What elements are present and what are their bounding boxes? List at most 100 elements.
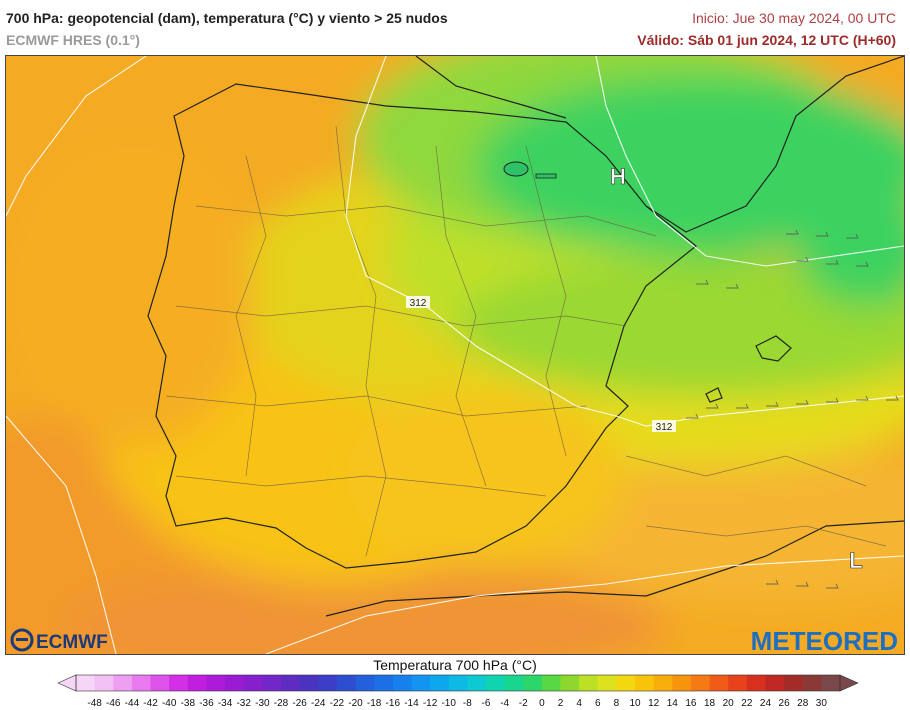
colorbar-tick-label: -24 xyxy=(311,698,326,709)
map-title: 700 hPa: geopotencial (dam), temperatura… xyxy=(6,10,448,26)
colorbar-cell xyxy=(504,675,524,691)
colorbar-tick-label: -16 xyxy=(386,698,401,709)
colorbar-tick-label: 14 xyxy=(667,698,679,709)
colorbar-tick-label: 8 xyxy=(614,698,620,709)
valid-time: Válido: Sáb 01 jun 2024, 12 UTC (H+60) xyxy=(637,32,896,48)
colorbar-tick-label: 30 xyxy=(816,698,828,709)
colorbar-tick-label: -12 xyxy=(423,698,438,709)
colorbar-tick-label: 12 xyxy=(648,698,660,709)
colorbar-cell xyxy=(523,675,543,691)
colorbar-cell xyxy=(597,675,617,691)
temperature-field xyxy=(6,56,904,654)
region-borders xyxy=(165,125,887,557)
colorbar-cell xyxy=(113,675,133,691)
colorbar-tick-label: -34 xyxy=(218,698,233,709)
colorbar-cell xyxy=(709,675,729,691)
colorbar-tick-label: -30 xyxy=(255,698,270,709)
colorbar-cell xyxy=(392,675,412,691)
contour-label-2: 312 xyxy=(652,420,676,433)
colorbar-cell xyxy=(243,675,263,691)
colorbar-cell xyxy=(765,675,785,691)
colorbar-tick-label: -32 xyxy=(236,698,251,709)
colorbar-cell xyxy=(76,675,96,691)
colorbar-cell xyxy=(448,675,468,691)
colorbar-cell xyxy=(318,675,338,691)
colorbar-tick-label: -4 xyxy=(500,698,509,709)
model-label: ECMWF HRES (0.1°) xyxy=(6,32,140,48)
colorbar-cell xyxy=(355,675,375,691)
colorbar-tick-label: 4 xyxy=(576,698,582,709)
colorbar-tick-label: -18 xyxy=(367,698,382,709)
low-pressure-label: L xyxy=(849,548,862,573)
colorbar-tick-label: -2 xyxy=(519,698,528,709)
temperature-colorbar: -48 -46 -44 -42 -40 -38 -36 -34 -32 -30 -28 -26 -24-… xyxy=(57,674,859,709)
svg-text:312: 312 xyxy=(410,298,427,309)
wind-barbs xyxy=(686,229,899,589)
colorbar-tick-label: -38 xyxy=(181,698,196,709)
meteored-logo: METEORED xyxy=(751,626,898,654)
colorbar-tick-label: 6 xyxy=(595,698,601,709)
colorbar-tick-label: 24 xyxy=(760,698,772,709)
high-pressure-label: H xyxy=(610,164,626,189)
colorbar-cell xyxy=(690,675,711,691)
colorbar-cell xyxy=(485,675,506,691)
svg-text:ECMWF: ECMWF xyxy=(36,632,108,653)
colorbar-cell xyxy=(150,675,170,691)
colorbar-cell xyxy=(653,675,673,691)
colorbar-tick-label: -44 xyxy=(125,698,140,709)
colorbar-cell xyxy=(299,675,319,691)
balearic-islands-outline xyxy=(705,335,792,403)
north-africa-outline xyxy=(325,520,904,617)
colorbar-cell xyxy=(746,675,766,691)
colorbar-title: Temperatura 700 hPa (°C) xyxy=(373,657,537,673)
contour-label-1: 312 xyxy=(406,296,430,309)
colorbar-cell xyxy=(94,675,114,691)
colorbar-tick-label: -36 xyxy=(199,698,214,709)
colorbar-cell xyxy=(131,675,152,691)
colorbar-tick-label: -28 xyxy=(274,698,289,709)
colorbar-cell xyxy=(635,675,655,691)
colorbar-tick-label: 28 xyxy=(797,698,809,709)
colorbar-cell xyxy=(616,675,636,691)
colorbar-tick-label: 10 xyxy=(629,698,641,709)
colorbar-tick-label: 22 xyxy=(741,698,753,709)
colorbar-tick-label: -10 xyxy=(441,698,456,709)
colorbar-cell xyxy=(430,675,450,691)
colorbar-tick-label: -26 xyxy=(292,698,307,709)
iberian-peninsula-outline xyxy=(147,83,697,569)
colorbar-tick-label: 18 xyxy=(704,698,716,709)
colorbar-cell xyxy=(169,675,189,691)
colorbar-tick-label: 16 xyxy=(685,698,697,709)
colorbar-tick-label: -42 xyxy=(143,698,158,709)
colorbar-cell xyxy=(280,675,301,691)
weather-map: 312 312 H L ECMWF METEORED xyxy=(5,55,905,655)
colorbar-cell xyxy=(579,675,599,691)
colorbar-cell xyxy=(374,675,394,691)
colorbar-tick-label: 2 xyxy=(558,698,564,709)
colorbar-tick-label: -40 xyxy=(162,698,177,709)
colorbar-max-arrow xyxy=(839,674,859,692)
france-coast-outline xyxy=(415,56,904,233)
colorbar-cell xyxy=(672,675,692,691)
colorbar-cell xyxy=(467,675,487,691)
colorbar-tick-label: -20 xyxy=(348,698,363,709)
colorbar-cell xyxy=(336,675,357,691)
colorbar-tick-label: -48 xyxy=(87,698,102,709)
colorbar-min-arrow xyxy=(57,674,77,692)
colorbar-tick-label: -22 xyxy=(330,698,345,709)
colorbar-cell xyxy=(821,675,841,691)
colorbar-tick-label: 20 xyxy=(723,698,735,709)
geopotential-contours xyxy=(6,56,904,654)
colorbar-cell xyxy=(728,675,748,691)
colorbar-tick-label: -8 xyxy=(463,698,472,709)
colorbar-cell xyxy=(187,675,207,691)
colorbar-cell xyxy=(802,675,822,691)
colorbar-tick-label: -14 xyxy=(404,698,419,709)
colorbar-cell xyxy=(262,675,282,691)
init-time: Inicio: Jue 30 may 2024, 00 UTC xyxy=(692,10,896,26)
colorbar-cell xyxy=(225,675,245,691)
colorbar-tick-label: -6 xyxy=(481,698,490,709)
colorbar-cell xyxy=(541,675,561,691)
colorbar-tick-label: 0 xyxy=(539,698,545,709)
ecmwf-logo: ECMWF xyxy=(10,628,108,653)
